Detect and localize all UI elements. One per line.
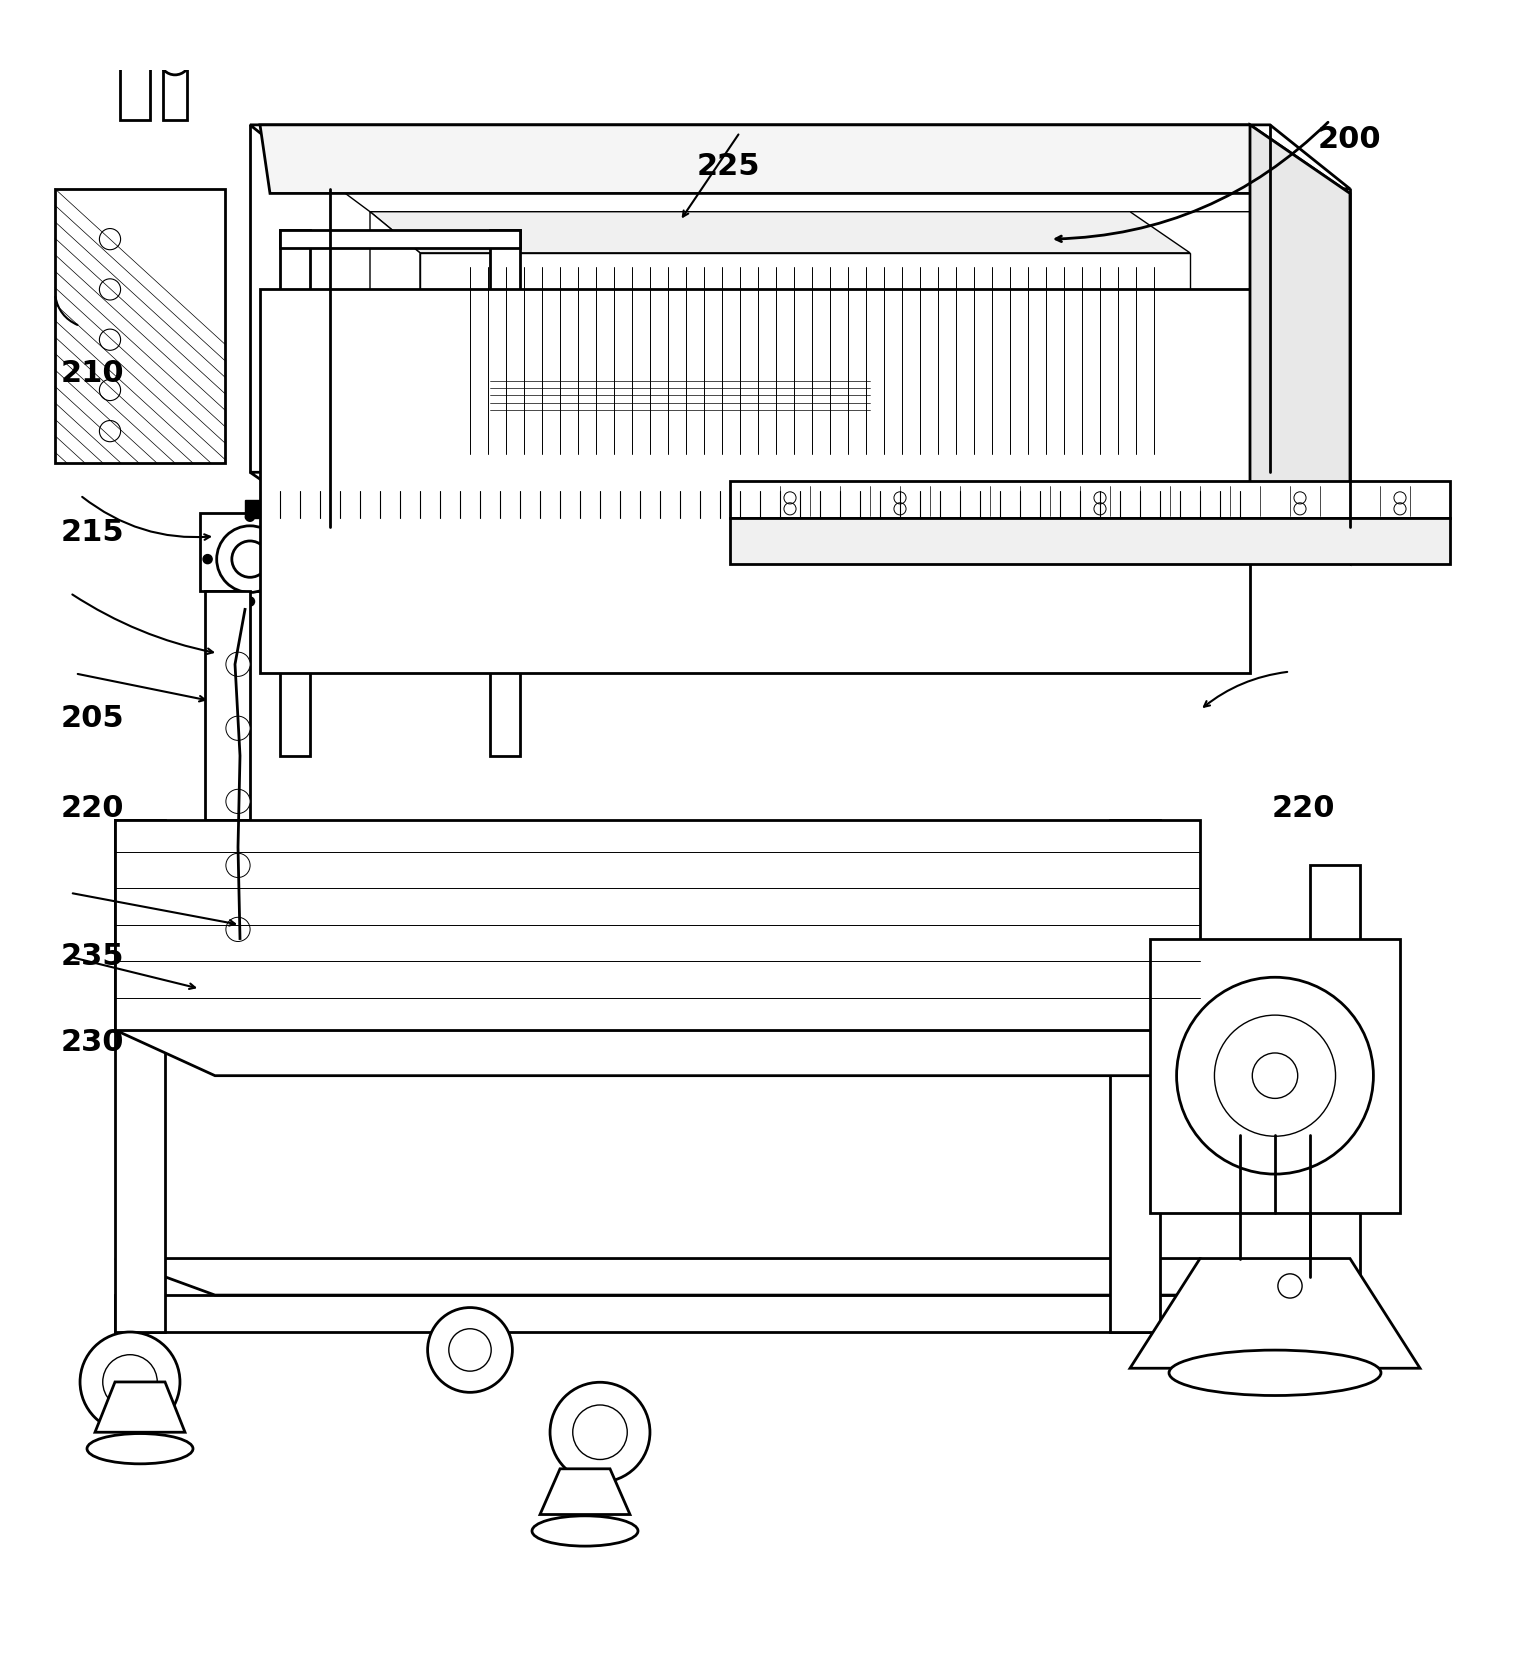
Circle shape [226,717,250,741]
Polygon shape [491,230,519,756]
Circle shape [1278,1274,1302,1298]
Polygon shape [115,821,165,1332]
Text: 225: 225 [696,152,760,180]
Bar [120,46,150,121]
Polygon shape [1251,126,1350,564]
Circle shape [1214,1016,1335,1137]
Circle shape [226,854,250,879]
Polygon shape [250,473,1350,528]
Polygon shape [250,126,1350,190]
Polygon shape [730,482,1450,518]
Polygon shape [115,1031,1301,1076]
Polygon shape [1110,821,1160,1332]
Polygon shape [115,1296,1201,1332]
Circle shape [427,1307,512,1392]
Polygon shape [260,290,1251,674]
Polygon shape [540,1470,630,1514]
Text: 200: 200 [1317,124,1381,154]
Circle shape [203,554,212,564]
Circle shape [1252,1053,1297,1099]
Polygon shape [95,1382,185,1432]
Circle shape [245,597,254,607]
Polygon shape [1310,866,1360,1369]
Text: 210: 210 [61,359,124,387]
Circle shape [245,513,254,521]
Polygon shape [419,253,1190,463]
Text: 205: 205 [61,703,124,733]
Polygon shape [280,230,519,250]
Polygon shape [280,230,310,756]
Text: 235: 235 [61,942,124,970]
Circle shape [1176,978,1373,1175]
Circle shape [226,919,250,942]
Text: 220: 220 [61,793,124,823]
Polygon shape [55,190,226,463]
Bar [164,61,188,121]
Circle shape [103,1355,157,1410]
Polygon shape [260,126,1350,194]
Circle shape [572,1405,627,1460]
Polygon shape [291,154,1320,212]
Ellipse shape [531,1516,637,1546]
Polygon shape [115,821,1201,1031]
Polygon shape [200,515,341,592]
Text: 230: 230 [61,1028,124,1058]
Circle shape [226,652,250,677]
Circle shape [80,1332,180,1432]
Polygon shape [1151,938,1400,1213]
Circle shape [288,554,297,564]
Polygon shape [204,592,250,821]
Circle shape [217,526,283,592]
Circle shape [117,28,153,63]
Polygon shape [245,500,260,518]
Polygon shape [276,500,291,518]
Polygon shape [369,212,1190,253]
Circle shape [226,789,250,814]
Circle shape [448,1329,491,1372]
Polygon shape [1129,1259,1420,1369]
Text: 215: 215 [61,518,124,546]
Polygon shape [491,372,871,391]
Ellipse shape [1169,1350,1381,1395]
Polygon shape [115,1259,1301,1296]
Text: 220: 220 [1272,793,1335,823]
Polygon shape [730,518,1450,564]
Polygon shape [304,500,319,518]
Circle shape [232,541,268,578]
Circle shape [160,46,191,76]
Polygon shape [369,212,419,463]
Circle shape [550,1382,650,1483]
Ellipse shape [86,1433,192,1465]
